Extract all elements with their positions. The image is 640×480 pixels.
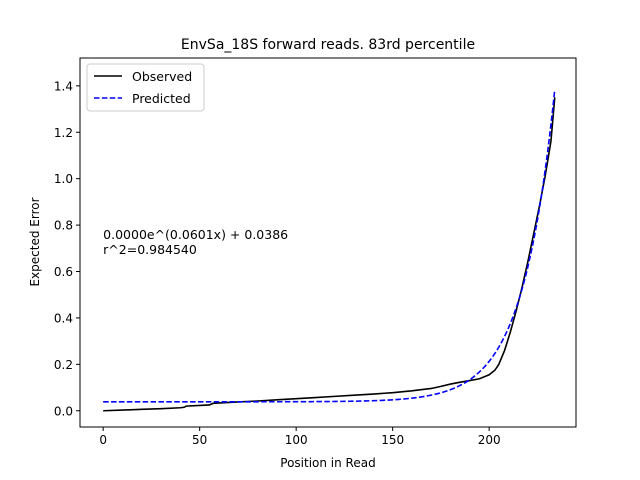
fit-annotation: 0.0000e^(0.0601x) + 0.0386 r^2=0.984540 — [103, 227, 288, 257]
predicted-line — [103, 89, 556, 403]
fit-r-squared: r^2=0.984540 — [103, 242, 197, 257]
y-tick-label: 1.2 — [54, 126, 73, 140]
x-tick-label: 0 — [99, 433, 107, 447]
x-tick-label: 200 — [478, 433, 501, 447]
y-axis-ticks: 0.0 0.2 0.4 0.6 0.8 1.0 1.2 1.4 — [54, 79, 80, 418]
x-tick-label: 100 — [285, 433, 308, 447]
y-tick-label: 1.0 — [54, 172, 73, 186]
y-tick-label: 0.6 — [54, 265, 73, 279]
x-tick-label: 150 — [381, 433, 404, 447]
legend-label-observed: Observed — [132, 69, 192, 84]
x-tick-label: 50 — [192, 433, 207, 447]
chart-title: EnvSa_18S forward reads. 83rd percentile — [181, 37, 475, 53]
plot-frame — [79, 57, 577, 428]
y-tick-label: 0.4 — [54, 311, 73, 325]
series-layer — [103, 89, 556, 412]
y-tick-label: 0.0 — [54, 404, 73, 418]
x-axis-ticks: 0 50 100 150 200 — [99, 427, 501, 447]
y-tick-label: 1.4 — [54, 79, 73, 93]
legend: Observed Predicted — [86, 63, 205, 112]
y-tick-label: 0.2 — [54, 358, 73, 372]
x-axis-label: Position in Read — [280, 456, 375, 470]
y-axis-label: Expected Error — [28, 197, 42, 286]
y-tick-label: 0.8 — [54, 219, 73, 233]
legend-label-predicted: Predicted — [132, 91, 191, 106]
fit-equation: 0.0000e^(0.0601x) + 0.0386 — [103, 227, 288, 242]
